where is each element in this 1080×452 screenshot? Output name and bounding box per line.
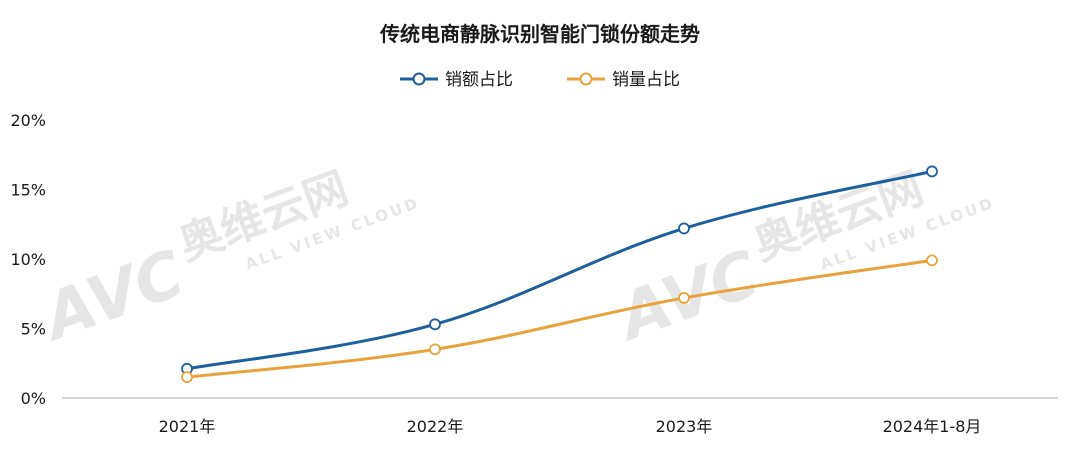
watermark-brand: AVC [30,237,193,357]
series [181,254,938,384]
chart-title: 传统电商静脉识别智能门锁份额走势 [379,22,700,46]
legend-label: 销量占比 [612,70,680,90]
data-point [429,343,441,356]
data-point [429,318,441,331]
y-tick-label: 10% [10,250,46,269]
y-tick-label: 0% [21,389,46,408]
series-layer [181,165,938,384]
legend-marker [579,72,593,86]
y-tick-label: 20% [10,111,46,130]
series-line [185,169,934,371]
x-tick-label: 2021年 [159,417,216,436]
data-point [181,371,193,384]
data-point [926,254,938,267]
data-point [678,222,690,235]
legend-marker [412,72,426,86]
y-axis: 0% 5% 10% 15% 20% [10,111,46,408]
legend: 销额占比 销量占比 [400,70,680,90]
legend-label: 销额占比 [445,70,513,90]
data-point [678,292,690,304]
legend-item: 销量占比 [567,70,680,90]
x-tick-label: 2023年 [656,417,713,436]
x-tick-label: 2024年1-8月 [883,417,982,436]
legend-item: 销额占比 [400,70,513,90]
x-axis: 2021年 2022年 2023年 2024年1-8月 [159,417,982,436]
series-line [185,258,934,379]
data-point [926,165,938,178]
y-tick-label: 15% [10,181,46,200]
y-tick-label: 5% [21,320,46,339]
x-tick-label: 2022年 [407,417,464,436]
